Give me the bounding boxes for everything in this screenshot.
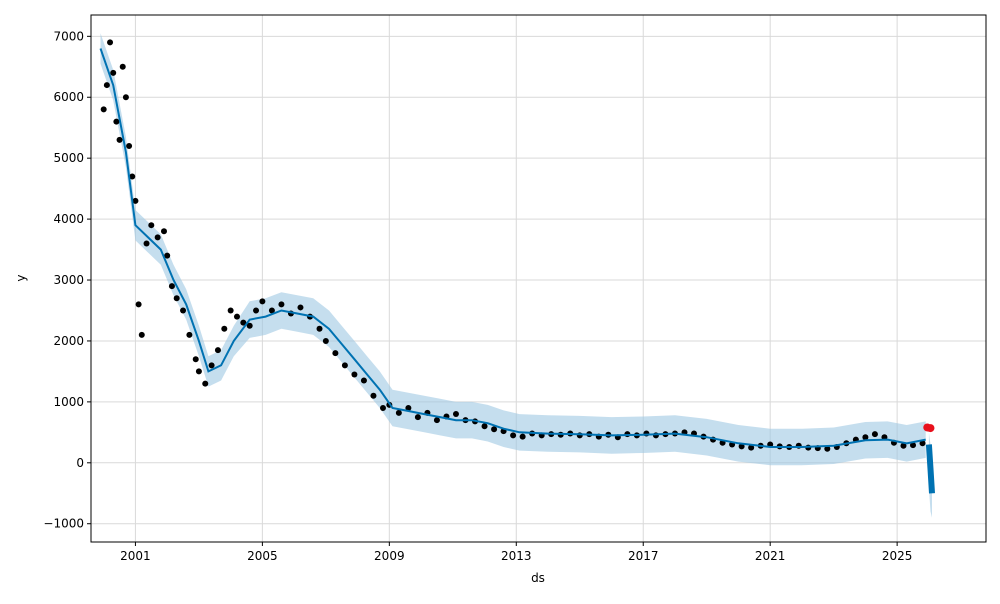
observed-point xyxy=(227,307,234,314)
observed-point xyxy=(748,444,755,451)
observed-point xyxy=(110,69,117,76)
observed-point xyxy=(379,404,386,411)
observed-point xyxy=(148,222,155,229)
observed-point xyxy=(491,426,498,433)
x-tick-label: 2021 xyxy=(755,549,786,563)
observed-point xyxy=(135,301,142,308)
x-tick-label: 2009 xyxy=(374,549,405,563)
y-tick-label: 1000 xyxy=(53,395,84,409)
observed-point xyxy=(414,414,421,421)
plot-frame xyxy=(90,14,987,543)
observed-point xyxy=(919,440,926,447)
observed-point xyxy=(481,423,488,430)
x-tick-label: 2025 xyxy=(882,549,913,563)
observed-point xyxy=(100,106,107,113)
y-tick-label: 4000 xyxy=(53,212,84,226)
observed-point xyxy=(233,313,240,320)
observed-point xyxy=(214,347,221,354)
observed-point xyxy=(297,304,304,311)
observed-point xyxy=(143,240,150,247)
observed-point xyxy=(332,350,339,357)
observed-point xyxy=(240,319,247,326)
observed-point xyxy=(186,331,193,338)
observed-point xyxy=(107,39,114,46)
highlight-point xyxy=(926,424,935,433)
observed-point xyxy=(341,362,348,369)
y-axis-ticks: −1000 0 1000 2000 3000 4000 5000 6000 7000 xyxy=(43,29,91,531)
y-tick-label: −1000 xyxy=(43,517,84,531)
observed-point xyxy=(103,82,110,89)
observed-point xyxy=(208,362,215,369)
observed-point xyxy=(168,283,175,290)
observed-point xyxy=(871,431,878,438)
observed-point xyxy=(246,322,253,329)
observed-point xyxy=(119,63,126,70)
observed-point xyxy=(910,442,917,449)
observed-point xyxy=(824,445,831,452)
x-tick-label: 2001 xyxy=(120,549,151,563)
observed-point xyxy=(173,295,180,302)
y-tick-label: 0 xyxy=(76,456,84,470)
forecast-lines xyxy=(99,48,935,494)
observed-point xyxy=(160,228,167,235)
observed-point xyxy=(129,173,136,180)
observed-point xyxy=(510,432,517,439)
observed-point xyxy=(452,411,459,418)
observed-point xyxy=(132,197,139,204)
y-axis-label: y xyxy=(14,274,28,281)
observed-point xyxy=(195,368,202,375)
observed-point xyxy=(116,136,123,143)
observed-point xyxy=(519,433,526,440)
observed-point xyxy=(164,252,171,259)
observed-point xyxy=(138,331,145,338)
observed-point xyxy=(322,337,329,344)
observed-point xyxy=(202,380,209,387)
x-tick-label: 2013 xyxy=(501,549,532,563)
observed-point xyxy=(360,377,367,384)
observed-point xyxy=(395,409,402,416)
y-tick-label: 5000 xyxy=(53,151,84,165)
y-tick-label: 3000 xyxy=(53,273,84,287)
observed-point xyxy=(316,325,323,332)
observed-point xyxy=(278,301,285,308)
observed-point xyxy=(180,307,187,314)
observed-point xyxy=(259,298,266,305)
forecast-line xyxy=(99,48,926,448)
highlight-points xyxy=(923,423,935,433)
observed-point xyxy=(192,356,199,363)
observed-point xyxy=(370,392,377,399)
forecast-tail-line xyxy=(925,444,935,494)
observed-point xyxy=(433,417,440,424)
x-axis-label: ds xyxy=(531,571,545,585)
y-tick-label: 7000 xyxy=(53,29,84,43)
observed-point xyxy=(126,142,133,149)
observed-point xyxy=(268,307,275,314)
observed-point xyxy=(351,371,358,378)
observed-point xyxy=(862,434,869,441)
y-tick-label: 6000 xyxy=(53,90,84,104)
observed-point xyxy=(405,404,412,411)
observed-point xyxy=(221,325,228,332)
x-tick-label: 2017 xyxy=(628,549,659,563)
y-tick-label: 2000 xyxy=(53,334,84,348)
x-axis-ticks: 2001 2005 2009 2013 2017 2021 2025 xyxy=(120,542,912,563)
observed-point xyxy=(900,442,907,449)
observed-point xyxy=(122,94,129,101)
observed-point xyxy=(154,234,161,241)
x-tick-label: 2005 xyxy=(247,549,278,563)
observed-point xyxy=(253,307,260,314)
observed-point xyxy=(113,118,120,125)
